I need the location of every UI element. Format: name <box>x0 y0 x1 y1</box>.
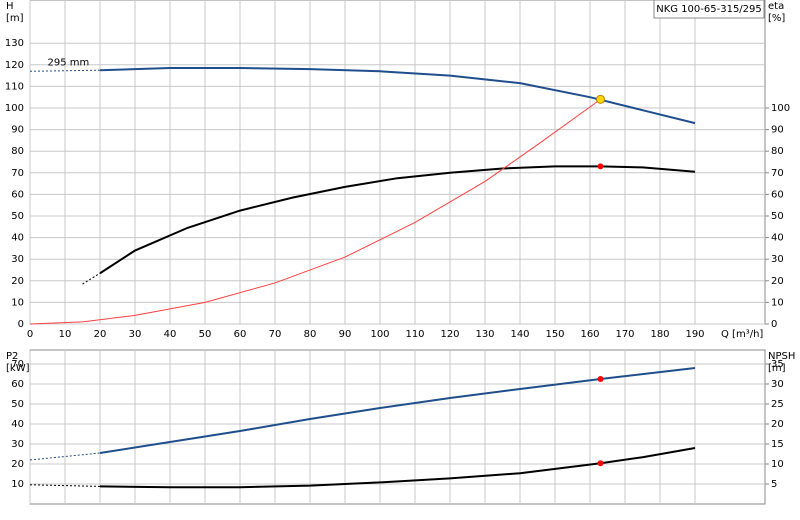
x-tick-label: 10 <box>59 329 72 340</box>
y2-tick-label: 90 <box>771 125 784 136</box>
x-tick-label: 180 <box>650 329 669 340</box>
y-tick-label: 60 <box>11 379 24 390</box>
y-axis-label: [m] <box>6 13 24 24</box>
y-tick-label: 130 <box>5 38 24 49</box>
x-tick-label: 130 <box>475 329 494 340</box>
y-tick-label: 50 <box>11 211 24 222</box>
y-tick-label: 70 <box>11 168 24 179</box>
y2-axis-label: eta <box>768 1 784 12</box>
y-tick-label: 0 <box>18 319 24 330</box>
x-tick-label: 190 <box>685 329 704 340</box>
x-tick-label: 40 <box>164 329 177 340</box>
y2-tick-label: 60 <box>771 189 784 200</box>
y-tick-label: 40 <box>11 419 24 430</box>
plot-area <box>29 0 766 325</box>
x-tick-label: 160 <box>580 329 599 340</box>
y2-tick-label: 80 <box>771 146 784 157</box>
operating-point <box>597 460 604 467</box>
y2-tick-label: 0 <box>771 319 777 330</box>
y-tick-label: 10 <box>11 479 24 490</box>
x-tick-label: 90 <box>339 329 352 340</box>
y2-tick-label: 50 <box>771 211 784 222</box>
y-tick-label: 30 <box>11 439 24 450</box>
x-tick-label: 150 <box>545 329 564 340</box>
x-tick-label: 30 <box>129 329 142 340</box>
x-tick-label: 100 <box>370 329 389 340</box>
curve <box>29 98 601 325</box>
operating-point <box>596 94 605 104</box>
plot-area <box>29 349 766 505</box>
x-tick-label: 0 <box>27 329 33 340</box>
x-tick-label: 50 <box>199 329 212 340</box>
y2-tick-label: 15 <box>771 439 784 450</box>
y2-tick-label: 10 <box>771 297 784 308</box>
curve <box>82 272 101 285</box>
y-tick-label: 120 <box>5 60 24 71</box>
chart-title: NKG 100-65-315/295 <box>656 4 762 15</box>
x-tick-label: 80 <box>304 329 317 340</box>
y-axis-label: P2 <box>6 351 18 362</box>
y2-tick-label: 20 <box>771 419 784 430</box>
y2-tick-label: 70 <box>771 168 784 179</box>
y2-tick-label: 10 <box>771 459 784 470</box>
x-tick-label: 60 <box>234 329 247 340</box>
operating-point <box>597 163 604 170</box>
y2-tick-label: 40 <box>771 233 784 244</box>
y-axis-label: H <box>6 1 14 12</box>
curve <box>99 367 696 454</box>
y2-axis-label: [%] <box>768 13 785 24</box>
y2-tick-label: 30 <box>771 254 784 265</box>
y2-tick-label: 100 <box>771 103 790 114</box>
operating-point <box>597 376 604 382</box>
x-tick-label: 170 <box>615 329 634 340</box>
y-tick-label: 20 <box>11 276 24 287</box>
x-tick-label: 20 <box>94 329 107 340</box>
y-tick-label: 10 <box>11 297 24 308</box>
x-tick-label: 140 <box>510 329 529 340</box>
y-tick-label: 90 <box>11 125 24 136</box>
y-tick-label: 60 <box>11 189 24 200</box>
y2-tick-label: 5 <box>771 479 777 490</box>
y2-tick-label: 30 <box>771 379 784 390</box>
curve <box>99 67 696 125</box>
title-box <box>653 0 765 19</box>
y-tick-label: 20 <box>11 459 24 470</box>
x-tick-label: 70 <box>269 329 282 340</box>
y2-tick-label: 35 <box>771 359 784 370</box>
x-axis-label: Q [m³/h] <box>721 329 763 340</box>
y-tick-label: 40 <box>11 233 24 244</box>
y-tick-label: 50 <box>11 399 24 410</box>
y-axis-label: [kW] <box>6 363 30 374</box>
curve <box>99 447 696 489</box>
y-tick-label: 100 <box>5 103 24 114</box>
x-tick-label: 120 <box>440 329 459 340</box>
y-tick-label: 30 <box>11 254 24 265</box>
y2-tick-label: 25 <box>771 399 784 410</box>
x-tick-label: 110 <box>405 329 424 340</box>
y2-tick-label: 20 <box>771 276 784 287</box>
y-tick-label: 80 <box>11 146 24 157</box>
y2-axis-label: [m] <box>768 363 786 374</box>
y-tick-label: 110 <box>5 81 24 92</box>
annotation: 295 mm <box>48 57 90 68</box>
y-tick-label: 70 <box>11 359 24 370</box>
y2-axis-label: NPSH <box>768 351 795 362</box>
